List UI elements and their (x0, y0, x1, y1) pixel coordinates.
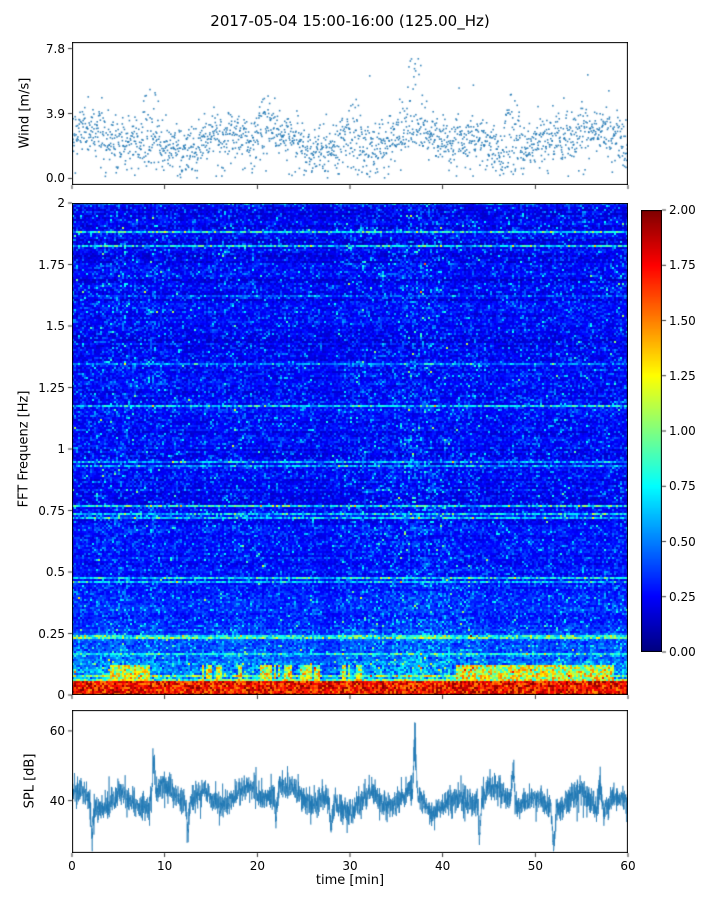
tick-label: 60 (49, 723, 65, 738)
tick-label: 1.50 (669, 313, 696, 328)
tick-label: 2 (57, 196, 65, 210)
tick-label: 1.25 (38, 380, 65, 395)
tick-label: 0 (68, 859, 76, 873)
tick-label: 1.75 (38, 257, 65, 272)
tick-label: 0.75 (669, 479, 696, 494)
tick-label: 0.25 (38, 626, 65, 641)
tick-label: 1.00 (669, 424, 696, 438)
tick-label: 20 (249, 859, 265, 873)
tick-label: 1.5 (45, 319, 65, 333)
tick-label: 1.25 (669, 368, 696, 383)
tick-label: 40 (435, 859, 451, 873)
tick-label: 0.25 (669, 589, 696, 604)
tick-label: 7.8 (45, 41, 65, 56)
tick-label: 0.00 (669, 645, 696, 659)
tick-label: 1.75 (669, 258, 696, 273)
tick-label: 0.0 (45, 171, 65, 186)
tick-label: 10 (157, 859, 173, 873)
tick-label: 1 (57, 442, 65, 456)
tick-label: 0 (57, 688, 65, 702)
tick-label: 0.5 (45, 565, 65, 579)
tick-label: 3.9 (45, 106, 65, 121)
tick-label: 60 (620, 859, 636, 873)
tick-label: 40 (49, 793, 65, 808)
tick-label: 0.50 (669, 534, 696, 549)
tick-label: 30 (342, 859, 358, 873)
tick-label: 50 (527, 859, 543, 873)
tick-label: 2.00 (669, 203, 696, 217)
tick-label: 0.75 (38, 503, 65, 518)
